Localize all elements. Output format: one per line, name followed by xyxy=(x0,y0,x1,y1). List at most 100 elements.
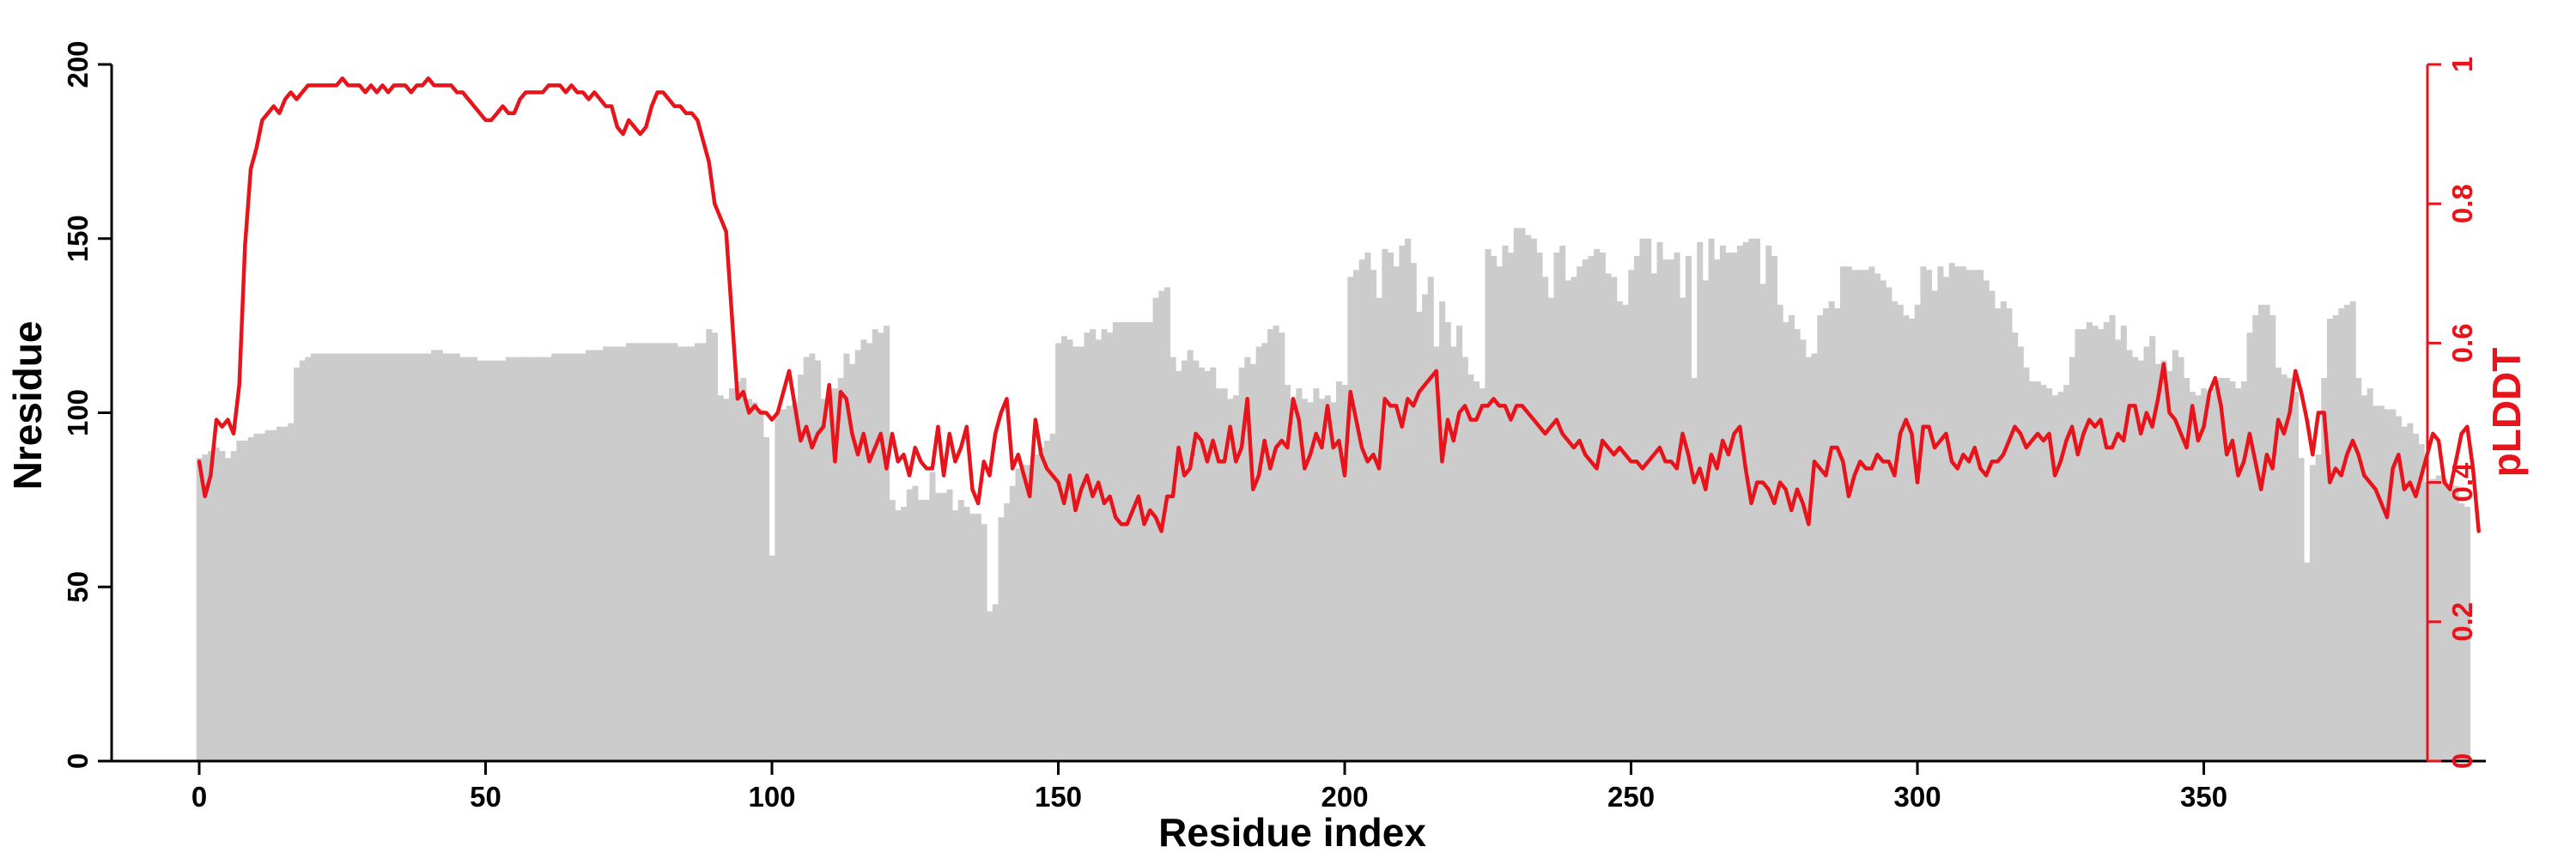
bar xyxy=(1525,235,1532,761)
line-layer xyxy=(197,76,2481,533)
bar xyxy=(2086,322,2093,761)
bar xyxy=(2154,363,2161,761)
bar xyxy=(2057,392,2064,761)
bar xyxy=(2218,377,2225,761)
bar xyxy=(1680,297,1686,761)
bar xyxy=(1279,332,1285,761)
bar xyxy=(1971,270,1978,761)
bar xyxy=(832,388,839,761)
bar xyxy=(1341,385,1348,761)
bar xyxy=(1983,280,1990,761)
bar xyxy=(1101,329,1108,761)
bar xyxy=(1284,385,1291,761)
bar xyxy=(1055,343,1062,761)
bar xyxy=(889,499,896,762)
x-tick-label: 0 xyxy=(191,781,207,813)
bar xyxy=(1542,277,1549,761)
x-tick-label: 50 xyxy=(470,781,501,813)
bar xyxy=(706,329,713,761)
bar xyxy=(1353,270,1360,761)
bar xyxy=(677,346,684,761)
bar xyxy=(849,363,856,761)
bar xyxy=(906,489,913,761)
bar xyxy=(901,506,908,761)
bar xyxy=(2321,377,2328,761)
bar xyxy=(1450,346,1457,761)
bar xyxy=(276,426,283,761)
bar xyxy=(1135,322,1142,761)
bar xyxy=(2212,388,2219,761)
bar xyxy=(2023,367,2030,761)
y2-tick-label: 0.2 xyxy=(2446,602,2478,642)
bar xyxy=(2040,385,2047,761)
bar xyxy=(734,381,741,761)
bar xyxy=(1347,277,1354,761)
bar xyxy=(208,451,215,761)
bar xyxy=(488,360,495,761)
bar xyxy=(1370,270,1377,761)
bar xyxy=(2360,395,2368,761)
bar xyxy=(1943,277,1950,761)
bar xyxy=(1238,367,1245,761)
bar xyxy=(940,492,947,761)
bar xyxy=(2298,458,2305,761)
bar xyxy=(2126,350,2133,761)
bar xyxy=(740,377,747,761)
bar xyxy=(700,343,707,761)
bar xyxy=(912,485,919,761)
bar xyxy=(448,353,455,761)
bar xyxy=(2172,350,2178,761)
bar xyxy=(202,454,209,761)
bar xyxy=(683,346,690,761)
bar xyxy=(872,329,878,761)
bar xyxy=(2452,485,2459,761)
bar xyxy=(689,346,696,761)
bar xyxy=(854,350,861,761)
bar xyxy=(1995,308,2002,762)
bar xyxy=(946,489,953,761)
bar xyxy=(2195,395,2202,761)
bar xyxy=(1759,283,1766,762)
bar xyxy=(253,433,260,761)
bar xyxy=(1072,346,1079,761)
bar xyxy=(1605,273,1612,761)
bar xyxy=(1926,270,1933,761)
bar xyxy=(2281,374,2287,761)
bar xyxy=(2081,329,2087,761)
bar xyxy=(1839,266,1847,761)
bar xyxy=(1697,241,1704,761)
bar xyxy=(2412,433,2420,761)
bar xyxy=(425,353,432,761)
x-tick-label: 100 xyxy=(748,781,795,813)
bar xyxy=(2464,506,2471,761)
bar xyxy=(2235,388,2242,761)
bar xyxy=(1319,399,1326,761)
bar xyxy=(2309,465,2316,761)
bar xyxy=(574,353,580,761)
bar xyxy=(952,510,959,761)
bar xyxy=(895,510,902,761)
bar xyxy=(884,326,890,762)
bar xyxy=(2149,336,2156,761)
bar xyxy=(1049,433,1056,761)
bar xyxy=(763,436,770,761)
bar xyxy=(1777,304,1783,761)
bar xyxy=(1937,266,1944,761)
bar xyxy=(2338,308,2345,762)
bar xyxy=(1965,270,1972,761)
bar xyxy=(1491,256,1498,761)
bars-layer xyxy=(196,228,2471,762)
bar xyxy=(1249,363,1257,761)
y-tick-label: 50 xyxy=(62,571,94,603)
bar xyxy=(391,353,398,761)
bar xyxy=(528,356,535,761)
bar xyxy=(1146,322,1153,761)
bar xyxy=(2109,314,2116,762)
bar xyxy=(282,426,289,761)
bar xyxy=(2229,381,2236,761)
bar xyxy=(1914,304,1921,761)
bar xyxy=(2017,346,2024,761)
bar xyxy=(1639,238,1646,761)
bar xyxy=(2372,405,2379,761)
